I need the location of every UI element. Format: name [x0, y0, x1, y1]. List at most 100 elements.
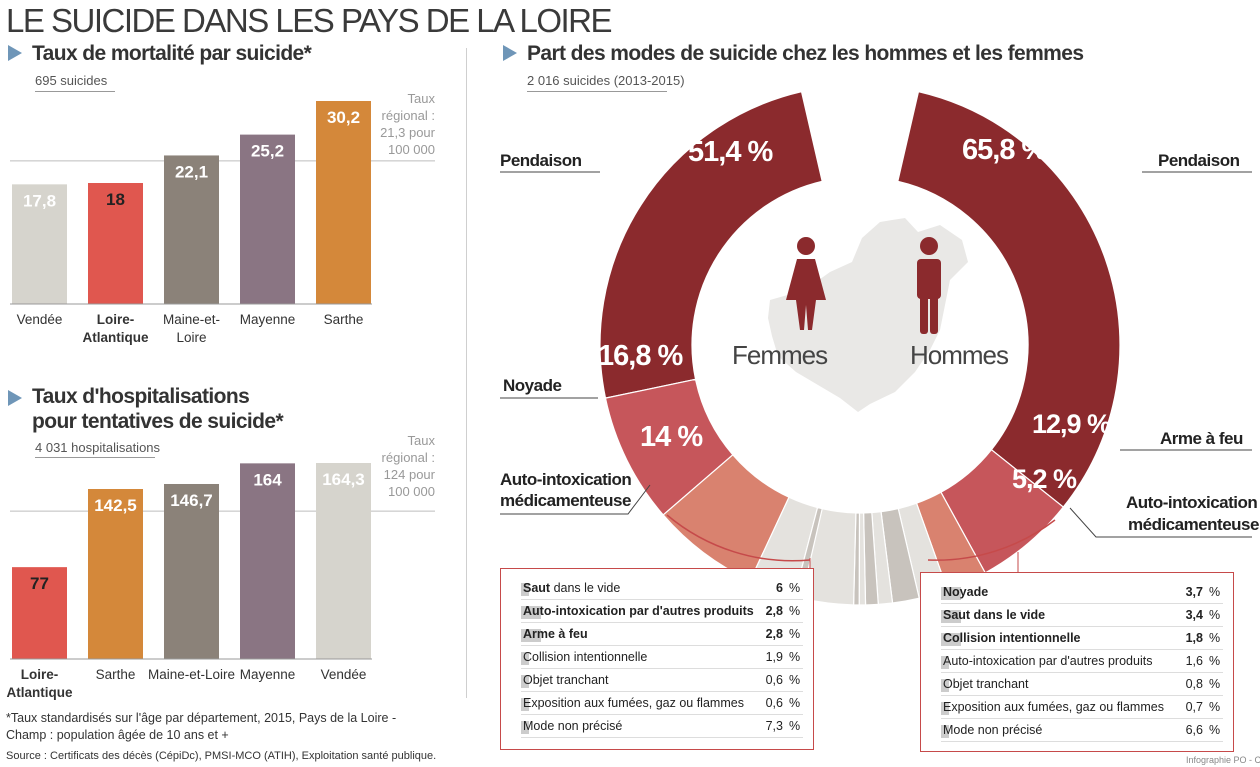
women-pendaison-value: 51,4 % [688, 136, 773, 168]
women-row-unit: % [789, 604, 801, 618]
men-row-label: Auto-intoxication par d'autres produits [943, 654, 1153, 668]
chart2-value-label: 164,3 [322, 470, 365, 489]
chart2-category-label: Sarthe [96, 667, 136, 682]
chart3-subtitle-underline [527, 91, 667, 92]
men-row-marker [941, 702, 949, 715]
women-other-modes-table: Saut dans le vide 6% Auto-intoxication par… [500, 568, 814, 750]
chart1-bar [316, 101, 371, 304]
women-row-value: 6 [776, 581, 783, 595]
women-slice [599, 90, 823, 399]
women-row-divider [521, 599, 803, 600]
chart1-category-label: Mayenne [240, 312, 296, 327]
chart2-category-label: Maine-et-Loire [148, 667, 235, 682]
women-row-marker [521, 583, 529, 596]
chart2-value-label: 77 [30, 574, 49, 593]
chart2-category-label: Vendée [321, 667, 367, 682]
chart1-reference-note-line: régional : [381, 108, 435, 123]
women-row-marker [521, 698, 529, 711]
men-row-unit: % [1209, 654, 1221, 668]
chart1-bar [164, 155, 219, 304]
chart1-category-label: Sarthe [324, 312, 364, 327]
women-row-unit: % [789, 673, 801, 687]
women-row-label: Objet tranchant [523, 673, 609, 687]
men-row-marker [941, 725, 949, 738]
chart2-category-label: Atlantique [7, 685, 73, 700]
chart2-reference-note-line: Taux [407, 433, 435, 448]
bar-charts: 17,8 Vendée 18 Loire- Atlantique 22,1 Maine-et… [7, 101, 435, 700]
men-row-divider [941, 603, 1223, 604]
chart2-subtitle: 4 031 hospitalisations [35, 440, 161, 455]
chart1-subtitle-underline [35, 91, 115, 92]
women-row-unit: % [789, 581, 801, 595]
chart3-subtitle: 2 016 suicides (2013-2015) [527, 73, 685, 88]
chart1-bar [12, 184, 67, 304]
men-row-value: 3,7 [1185, 585, 1203, 599]
women-row-unit: % [789, 696, 801, 710]
men-row-unit: % [1209, 585, 1221, 599]
chart1-category-label: Maine-et- [163, 312, 220, 327]
chart2-value-label: 142,5 [94, 496, 137, 515]
chart2-bar [316, 463, 371, 659]
women-row-value: 7,3 [765, 719, 783, 733]
source-note: Source : Certificats des décès (CépiDc),… [6, 750, 437, 762]
chart1-reference-note-line: 100 000 [388, 142, 435, 157]
men-row-value: 6,6 [1185, 723, 1203, 737]
chart2-subtitle-underline [35, 457, 155, 458]
women-row-marker [521, 606, 541, 619]
chart2-bar [88, 489, 143, 659]
chart1-value-label: 30,2 [327, 108, 360, 127]
woman-icon [786, 237, 826, 330]
women-row-value: 0,6 [765, 673, 783, 687]
women-row-divider [521, 737, 803, 738]
men-row-value: 3,4 [1185, 608, 1203, 622]
chart2-bar [164, 483, 219, 659]
men-other-modes-table: Noyade 3,7% Saut dans le vide 3,4% Collision… [920, 572, 1234, 752]
chart2-value-label: 164 [253, 470, 282, 489]
page-title: LE SUICIDE DANS LES PAYS DE LA LOIRE [6, 2, 613, 39]
men-row-marker [941, 587, 961, 600]
men-row-label: Saut dans le vide [943, 608, 1046, 622]
men-row-unit: % [1209, 700, 1221, 714]
chart1-value-label: 18 [106, 190, 125, 209]
women-row-value: 1,9 [765, 650, 783, 664]
women-row-divider [521, 622, 803, 623]
women-row-divider [521, 668, 803, 669]
women-autointox-label-line1: Auto-intoxication [500, 470, 632, 489]
men-arme-value: 12,9 % [1032, 409, 1111, 439]
women-row-divider [521, 714, 803, 715]
chart2-heading-line2: pour tentatives de suicide* [32, 410, 284, 433]
women-others-bracket [666, 514, 811, 562]
women-label: Femmes [732, 340, 828, 370]
chart1-category-label: Atlantique [83, 330, 149, 345]
women-row-value: 2,8 [765, 627, 783, 641]
chart2-category-label: Mayenne [240, 667, 296, 682]
chart1-value-label: 22,1 [175, 162, 208, 181]
man-icon [917, 237, 941, 334]
women-noyade-label: Noyade [503, 376, 562, 395]
section-triangle-icon [8, 390, 22, 406]
women-row-value: 0,6 [765, 696, 783, 710]
chart2-reference-note-line: régional : [381, 450, 435, 465]
chart1-heading: Taux de mortalité par suicide* [32, 42, 312, 65]
women-row-label: Auto-intoxication par d'autres produits [523, 604, 754, 618]
men-pendaison-label: Pendaison [1158, 151, 1240, 170]
chart1-category-label: Vendée [17, 312, 63, 327]
chart2-reference-note-line: 100 000 [388, 484, 435, 499]
men-autointox-label-line1: Auto-intoxication [1126, 493, 1258, 512]
men-row-unit: % [1209, 631, 1221, 645]
men-row-divider [941, 695, 1223, 696]
chart1-subtitle: 695 suicides [35, 73, 108, 88]
men-autointox-value: 5,2 % [1012, 464, 1077, 494]
men-row-divider [941, 718, 1223, 719]
men-row-value: 0,8 [1185, 677, 1203, 691]
men-slice [800, 507, 857, 606]
men-row-unit: % [1209, 723, 1221, 737]
section-triangle-icon [8, 45, 22, 61]
men-row-divider [941, 672, 1223, 673]
chart1-category-label: Loire- [97, 312, 135, 327]
chart2-value-label: 146,7 [170, 491, 213, 510]
men-row-label: Collision intentionnelle [943, 631, 1081, 645]
chart1-reference-note: Taux régional : 21,3 pour 100 000 [350, 90, 435, 158]
women-row-marker [521, 629, 541, 642]
